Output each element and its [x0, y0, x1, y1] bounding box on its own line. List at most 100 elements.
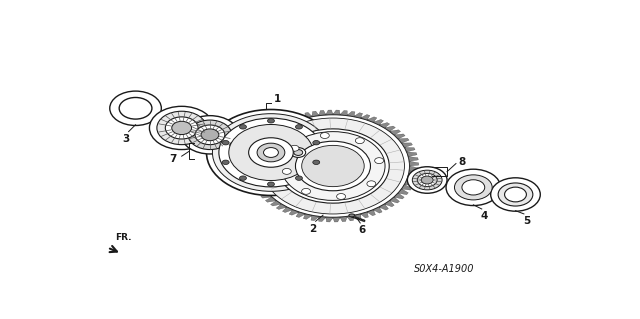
Polygon shape	[254, 142, 264, 147]
Polygon shape	[247, 161, 257, 166]
Ellipse shape	[301, 145, 364, 187]
Text: 1: 1	[273, 94, 281, 104]
Polygon shape	[404, 180, 415, 185]
Ellipse shape	[264, 148, 278, 157]
Ellipse shape	[296, 125, 303, 129]
Ellipse shape	[296, 176, 303, 180]
Polygon shape	[408, 171, 418, 175]
Polygon shape	[326, 110, 333, 115]
Ellipse shape	[249, 138, 293, 167]
Ellipse shape	[172, 121, 191, 135]
Polygon shape	[276, 204, 287, 209]
Ellipse shape	[421, 176, 433, 184]
Polygon shape	[249, 152, 259, 157]
Polygon shape	[410, 161, 419, 166]
Text: 8: 8	[458, 157, 465, 167]
Polygon shape	[347, 216, 354, 221]
Polygon shape	[394, 193, 404, 199]
Ellipse shape	[188, 120, 232, 150]
Polygon shape	[390, 197, 399, 203]
Polygon shape	[319, 217, 326, 221]
Ellipse shape	[268, 182, 275, 186]
Ellipse shape	[313, 160, 320, 165]
Ellipse shape	[276, 129, 389, 203]
Polygon shape	[305, 112, 312, 118]
Ellipse shape	[150, 106, 214, 150]
Polygon shape	[298, 114, 305, 120]
Polygon shape	[373, 120, 383, 125]
Polygon shape	[402, 185, 412, 190]
Ellipse shape	[296, 141, 371, 191]
Ellipse shape	[243, 155, 251, 160]
Ellipse shape	[165, 117, 198, 139]
Ellipse shape	[337, 194, 346, 199]
Polygon shape	[404, 147, 415, 152]
Polygon shape	[361, 212, 369, 218]
Ellipse shape	[219, 118, 323, 187]
Polygon shape	[303, 214, 312, 219]
Ellipse shape	[374, 158, 383, 164]
Polygon shape	[296, 212, 305, 218]
Polygon shape	[398, 189, 408, 195]
Polygon shape	[262, 133, 271, 139]
Ellipse shape	[212, 114, 330, 191]
Ellipse shape	[227, 139, 244, 151]
Polygon shape	[367, 210, 376, 216]
Ellipse shape	[207, 109, 335, 196]
Polygon shape	[380, 204, 388, 210]
Polygon shape	[394, 134, 405, 139]
Ellipse shape	[181, 116, 239, 154]
Polygon shape	[258, 137, 268, 143]
Ellipse shape	[454, 175, 492, 200]
Ellipse shape	[367, 181, 376, 187]
Ellipse shape	[412, 170, 442, 190]
Polygon shape	[291, 116, 299, 122]
Polygon shape	[326, 217, 333, 222]
Ellipse shape	[282, 168, 291, 174]
Polygon shape	[312, 111, 319, 116]
Ellipse shape	[239, 125, 246, 129]
Polygon shape	[354, 113, 362, 118]
Polygon shape	[390, 130, 401, 135]
Ellipse shape	[243, 140, 251, 145]
Ellipse shape	[262, 118, 404, 214]
Polygon shape	[272, 125, 281, 131]
Ellipse shape	[195, 125, 225, 145]
Ellipse shape	[230, 142, 241, 149]
Polygon shape	[289, 210, 299, 215]
Ellipse shape	[255, 159, 262, 163]
Polygon shape	[410, 166, 419, 171]
Polygon shape	[361, 115, 370, 120]
Ellipse shape	[222, 137, 248, 154]
Ellipse shape	[462, 180, 484, 195]
Ellipse shape	[222, 160, 229, 165]
Polygon shape	[311, 216, 319, 221]
Polygon shape	[252, 147, 261, 152]
Ellipse shape	[238, 148, 246, 152]
Polygon shape	[340, 217, 347, 222]
Ellipse shape	[271, 148, 279, 152]
Polygon shape	[282, 207, 292, 212]
Ellipse shape	[266, 155, 274, 160]
Ellipse shape	[294, 150, 303, 155]
Polygon shape	[354, 214, 361, 219]
Polygon shape	[340, 110, 348, 115]
Polygon shape	[367, 117, 377, 122]
Polygon shape	[261, 193, 271, 198]
Ellipse shape	[417, 174, 437, 187]
Ellipse shape	[257, 143, 285, 162]
Polygon shape	[333, 217, 340, 222]
Ellipse shape	[498, 183, 533, 206]
Polygon shape	[253, 185, 264, 189]
Ellipse shape	[256, 115, 410, 218]
Polygon shape	[385, 126, 396, 131]
Polygon shape	[373, 207, 382, 213]
Text: 2: 2	[310, 224, 317, 234]
Polygon shape	[407, 152, 417, 157]
Polygon shape	[408, 157, 419, 161]
Ellipse shape	[227, 129, 291, 172]
Text: 4: 4	[481, 211, 488, 221]
Polygon shape	[398, 138, 409, 143]
Ellipse shape	[408, 167, 447, 193]
Polygon shape	[385, 201, 394, 207]
